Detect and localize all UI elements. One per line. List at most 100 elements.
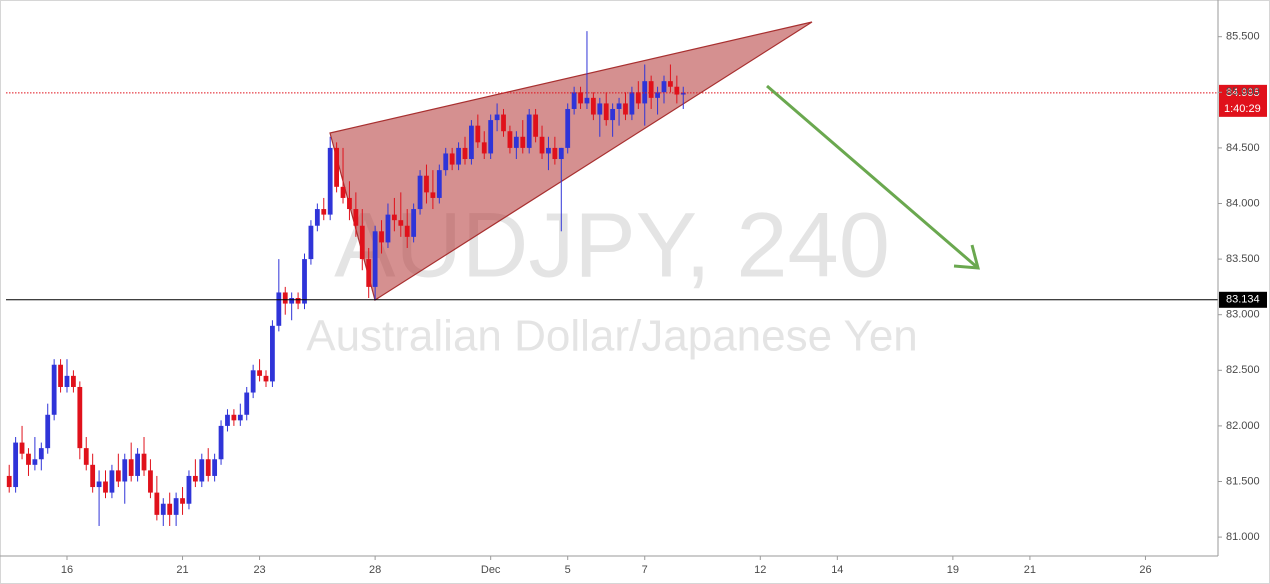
candle-body — [58, 364, 63, 387]
candle-body — [77, 386, 83, 449]
x-tick-label: 14 — [831, 564, 843, 576]
candle-body — [391, 214, 397, 221]
candle-body — [404, 225, 410, 237]
support-label: 83.134 — [1226, 294, 1260, 306]
candle-body — [192, 475, 198, 482]
candle-body — [32, 459, 38, 465]
candle-body — [90, 464, 96, 488]
candle-body — [655, 92, 660, 98]
support-badge — [1219, 291, 1267, 308]
candle-body — [629, 92, 635, 115]
candle-body — [26, 453, 31, 465]
candle-body — [603, 103, 609, 121]
candle-body — [366, 259, 372, 287]
candle-body — [347, 197, 352, 210]
last-price-badge — [1219, 84, 1267, 117]
candle-body — [96, 481, 102, 488]
candle-body — [546, 147, 551, 154]
candle-body — [103, 481, 108, 493]
candle-body — [167, 503, 173, 515]
candle-body — [115, 470, 121, 482]
candle-body — [359, 225, 365, 260]
candle-body — [45, 414, 51, 449]
x-tick-label: 23 — [253, 564, 265, 576]
candle-body — [642, 81, 648, 104]
candle-body — [340, 186, 346, 198]
candle-body — [430, 192, 436, 198]
candle-body — [122, 459, 128, 482]
candle-body — [270, 325, 275, 382]
candle-body — [154, 492, 160, 515]
x-tick-label: 26 — [1139, 564, 1151, 576]
candle-body — [282, 292, 288, 304]
candle-body — [64, 375, 70, 387]
candle-body — [533, 114, 539, 137]
candle-body — [327, 147, 333, 215]
x-tick-label: 21 — [176, 564, 188, 576]
y-tick-label: 81.000 — [1226, 531, 1260, 543]
x-tick-label: 28 — [369, 564, 381, 576]
candle-body — [501, 114, 506, 132]
candle-body — [411, 209, 417, 237]
x-tick-label: Dec — [481, 564, 501, 576]
candle-body — [597, 103, 603, 115]
candle-body — [71, 375, 76, 387]
candle-body — [443, 153, 449, 171]
candle-body — [372, 231, 378, 287]
arrow-head — [953, 244, 980, 270]
candle-body — [526, 114, 532, 148]
candle-body — [558, 147, 564, 160]
candle-body — [552, 147, 558, 160]
candle-body — [616, 103, 622, 109]
y-tick-label: 85.500 — [1226, 31, 1260, 43]
candle-body — [424, 175, 429, 193]
y-tick-label: 84.500 — [1226, 142, 1260, 154]
candle-body — [186, 475, 192, 504]
candle-body — [481, 142, 487, 154]
candle-body — [539, 136, 545, 154]
candle-body — [19, 442, 25, 454]
candle-body — [212, 459, 218, 476]
candle-body — [199, 459, 205, 482]
candle-body — [353, 209, 359, 226]
watermark-subtitle: Australian Dollar/Japanese Yen — [306, 312, 918, 361]
candle-body — [635, 92, 641, 104]
candle-body — [417, 175, 423, 210]
y-tick-label: 81.500 — [1226, 475, 1260, 487]
candle-body — [610, 108, 616, 121]
x-tick-label: 12 — [754, 564, 766, 576]
candle-body — [225, 414, 230, 426]
candle-body — [648, 81, 654, 98]
candle-body — [128, 459, 134, 476]
y-tick-label: 83.500 — [1226, 253, 1260, 265]
candle-body — [469, 125, 474, 160]
candle-body — [205, 459, 211, 476]
candle-body — [668, 81, 673, 87]
candle-body — [520, 136, 526, 148]
candle-body — [436, 170, 442, 198]
candle-body — [674, 86, 680, 95]
candle-body — [250, 370, 256, 393]
candle-body — [148, 470, 153, 493]
candle-body — [263, 375, 269, 382]
y-tick-label: 82.000 — [1226, 420, 1260, 432]
candle-body — [680, 92, 686, 95]
candle-body — [334, 147, 340, 187]
candle-body — [83, 448, 89, 465]
candle-body — [289, 298, 295, 304]
candle-body — [38, 448, 44, 460]
candle-body — [379, 231, 384, 243]
candle-body — [13, 442, 19, 488]
candle-body — [237, 414, 243, 421]
candle-body — [218, 425, 224, 460]
candle-body — [160, 503, 166, 515]
candle-body — [141, 453, 147, 471]
y-tick-label: 85.000 — [1226, 86, 1260, 98]
candle-body — [231, 414, 237, 421]
candle-body — [578, 92, 583, 104]
candle-body — [244, 392, 250, 415]
candle-body — [180, 498, 185, 504]
candle-body — [257, 370, 262, 376]
candle-body — [135, 453, 140, 476]
